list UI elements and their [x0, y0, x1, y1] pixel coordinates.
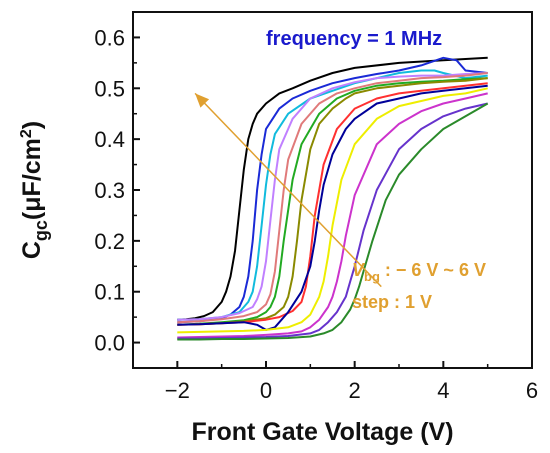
y-axis-label-sub: gc: [31, 220, 51, 241]
arrow-shaft: [194, 92, 382, 288]
series-line-8: [177, 82, 488, 326]
x-tick-label: 4: [437, 378, 449, 403]
x-tick-label: −2: [165, 378, 190, 403]
y-axis-label-main: C: [18, 241, 46, 259]
y-tick-label: 0.0: [94, 331, 125, 356]
ticks-layer: −2 0 2 4 6 0.0 0.1 0.2 0.3 0.4 0.5 0.6: [94, 11, 538, 403]
y-axis-label-sup: 2: [18, 129, 35, 138]
y-tick-label: 0.2: [94, 229, 125, 254]
series-layer: [177, 56, 489, 341]
series-line-13: [177, 102, 489, 341]
y-tick-label: 0.6: [94, 25, 125, 50]
series-line-11: [177, 92, 488, 339]
series-line-7: [177, 77, 488, 326]
vbg-annotation: Vbg : − 6 V ~ 6 V: [352, 260, 486, 284]
x-tick-label: 6: [526, 378, 538, 403]
x-tick-label: 2: [349, 378, 361, 403]
series-line-12: [177, 102, 488, 340]
y-axis-label-unit: (μF/cm: [18, 138, 46, 220]
series-line-3: [177, 69, 488, 321]
plot-frame: [132, 11, 533, 369]
series-line-4: [177, 72, 488, 321]
frequency-label: frequency = 1 MHz: [266, 28, 442, 50]
x-axis-label: Front Gate Voltage (V): [191, 418, 453, 446]
y-axis-label-close: ): [18, 121, 46, 129]
series-line-2: [177, 56, 488, 324]
x-tick-label: 0: [260, 378, 272, 403]
series-line-6: [177, 77, 488, 326]
y-tick-label: 0.5: [94, 76, 125, 101]
vbg-annotation-sub: bg: [364, 269, 380, 284]
series-line-10: [177, 87, 488, 334]
y-tick-label: 0.1: [94, 280, 125, 305]
step-annotation: step : 1 V: [352, 292, 432, 312]
series-line-1: [177, 56, 488, 321]
y-tick-label: 0.4: [94, 127, 125, 152]
series-line-5: [177, 72, 488, 324]
series-line-9: [177, 84, 488, 331]
annotation-arrow: [194, 92, 382, 288]
arrow-head: [195, 93, 210, 108]
vbg-annotation-v: V: [352, 260, 366, 280]
y-axis-label: Cgc(μF/cm2): [18, 121, 51, 259]
y-tick-label: 0.3: [94, 178, 125, 203]
vbg-annotation-range: : − 6 V ~ 6 V: [380, 260, 486, 280]
